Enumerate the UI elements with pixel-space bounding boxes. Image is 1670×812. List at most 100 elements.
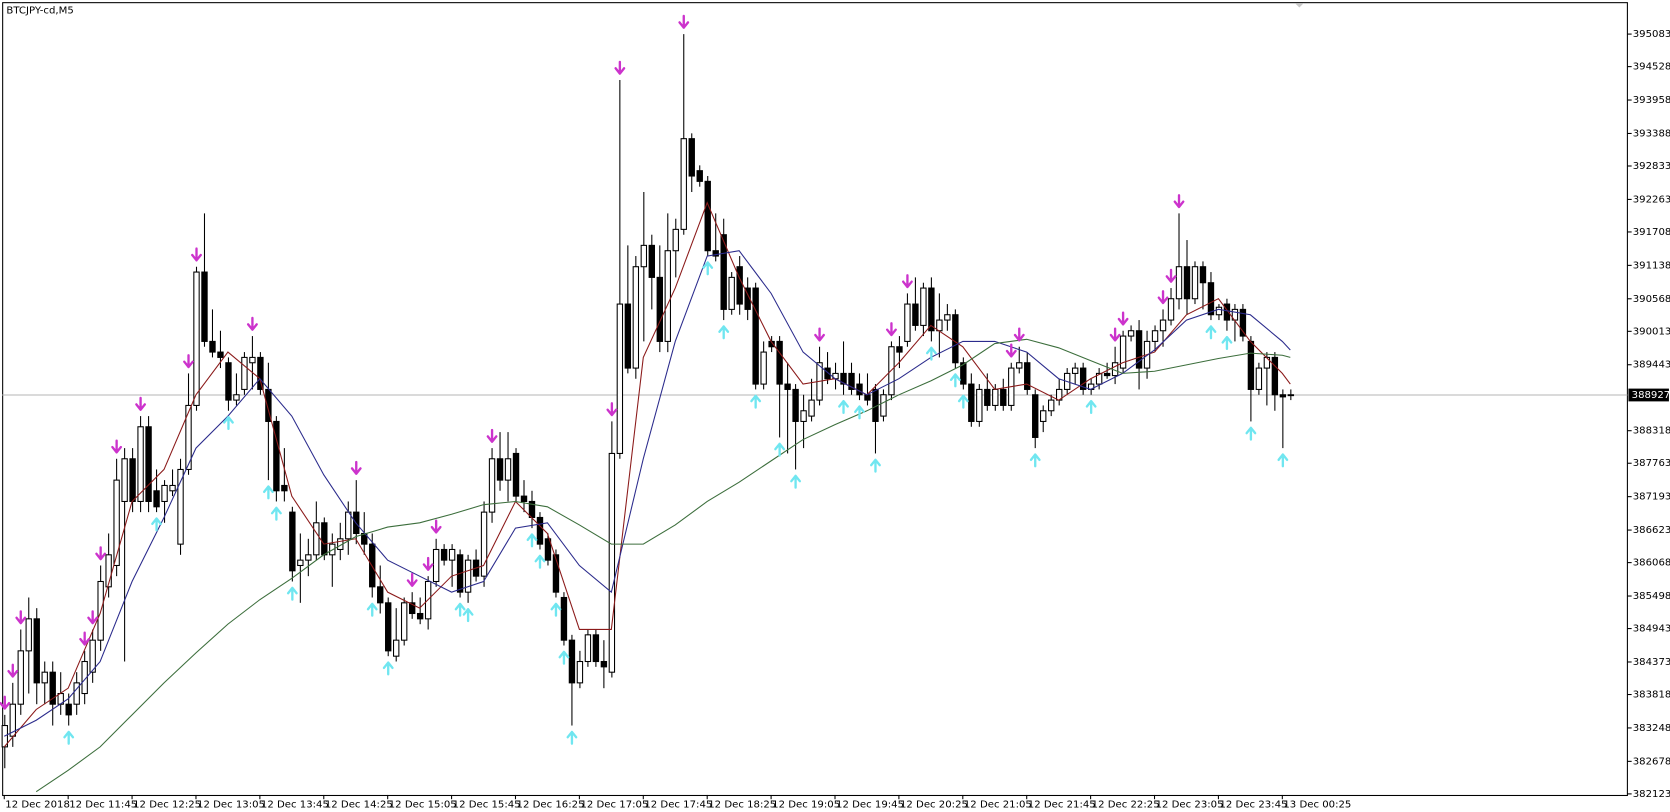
candle-body (1239, 308, 1247, 337)
y-tick-label: 392833 (1633, 161, 1670, 172)
x-tick-label: 12 Dec 19:05 (772, 800, 840, 811)
moving-averages (3, 201, 1291, 793)
y-tick-label: 393388 (1633, 128, 1670, 139)
sell-arrow (0, 695, 11, 710)
candle-body (33, 618, 40, 684)
candle-body (656, 276, 663, 342)
candle-body (608, 452, 616, 673)
sell-arrow (79, 631, 91, 646)
candle-body (1119, 335, 1127, 369)
x-tick-label: 12 Dec 23:05 (1156, 800, 1224, 811)
sell-arrow (814, 327, 825, 342)
y-tick-label: 386623 (1633, 525, 1670, 536)
y-tick-label: 383818 (1633, 690, 1670, 701)
candle-body (129, 458, 136, 502)
candle-body (960, 362, 967, 385)
buy-arrow (262, 485, 274, 500)
buy-arrow (382, 661, 394, 676)
candle-body (1079, 367, 1087, 390)
candle-body (648, 244, 656, 278)
x-tick-label: 12 Dec 19:45 (836, 800, 904, 811)
candle-body (584, 634, 592, 663)
y-tick-label: 387763 (1633, 458, 1670, 469)
sell-arrow (15, 610, 27, 625)
moving-average (35, 338, 1291, 793)
buy-arrow (1221, 335, 1233, 351)
candle-body (241, 356, 248, 390)
candle-body (408, 602, 416, 615)
candle-body (416, 612, 424, 620)
buy-arrow (270, 506, 282, 521)
candle-body (1247, 340, 1255, 390)
y-tick-label: 384373 (1633, 657, 1670, 668)
candle-body (169, 484, 176, 492)
sell-arrow (901, 274, 913, 289)
candle-body (952, 314, 959, 364)
x-tick-label: 12 Dec 17:45 (644, 800, 712, 811)
x-tick-label: 12 Dec 17:05 (580, 800, 648, 811)
candle-body (281, 484, 288, 492)
candle-body (321, 522, 328, 556)
candle-body (177, 468, 184, 545)
candle-body (736, 266, 743, 305)
candle-body (153, 490, 160, 508)
candle-body (400, 602, 408, 641)
y-tick-label: 387193 (1633, 492, 1670, 503)
candle-body (944, 314, 951, 321)
sell-arrow (95, 546, 107, 561)
candle-body (624, 303, 632, 369)
candle-body (1159, 319, 1167, 332)
candle-body (432, 548, 440, 583)
sell-arrow (111, 439, 123, 454)
candle-body (1175, 266, 1183, 300)
sell-arrow (1109, 327, 1121, 342)
sell-arrow (430, 519, 442, 534)
candle-body (1095, 372, 1103, 385)
sell-arrow (486, 428, 498, 443)
sell-arrow (1005, 343, 1017, 358)
x-tick-label: 12 Dec 20:25 (900, 800, 968, 811)
candle-body (345, 511, 352, 540)
last-price-label: 388927 (1632, 390, 1670, 401)
x-tick-label: 12 Dec 18:25 (708, 800, 776, 811)
candle-body (233, 394, 240, 401)
candle-body (800, 410, 807, 422)
buy-arrow (558, 650, 570, 665)
y-tick-label: 390568 (1633, 294, 1670, 305)
candle-body (73, 682, 80, 705)
sell-arrow (406, 572, 418, 587)
sell-arrow (1165, 268, 1177, 283)
candle-body (41, 671, 48, 684)
candle-body (544, 538, 552, 561)
buy-arrow (526, 533, 538, 548)
y-tick-label: 392263 (1633, 194, 1670, 205)
sell-arrow (606, 402, 618, 417)
candle-body (385, 602, 392, 652)
shift-marker (1295, 3, 1304, 8)
candle-body (137, 426, 144, 502)
sell-arrow (614, 60, 626, 75)
buy-arrow (366, 602, 378, 617)
x-tick-label: 12 Dec 22:25 (1092, 800, 1160, 811)
candle-body (808, 399, 815, 417)
candle-body (984, 388, 991, 406)
signals (0, 14, 1289, 745)
candle-body (1032, 394, 1039, 438)
candle-body (1263, 356, 1271, 369)
candle-body (728, 276, 735, 310)
candle-body (560, 596, 568, 641)
candle-body (720, 234, 727, 310)
candle-body (1024, 362, 1031, 390)
candle-body (1191, 266, 1199, 300)
last-price-box (1628, 388, 1669, 402)
candle-body (696, 170, 703, 182)
candle-body (880, 394, 887, 417)
candle-body (1199, 266, 1207, 284)
candle-body (273, 420, 280, 492)
candle-body (25, 618, 32, 652)
candle-body (936, 319, 943, 332)
x-tick-label: 12 Dec 15:05 (389, 800, 457, 811)
candle-body (464, 559, 472, 593)
